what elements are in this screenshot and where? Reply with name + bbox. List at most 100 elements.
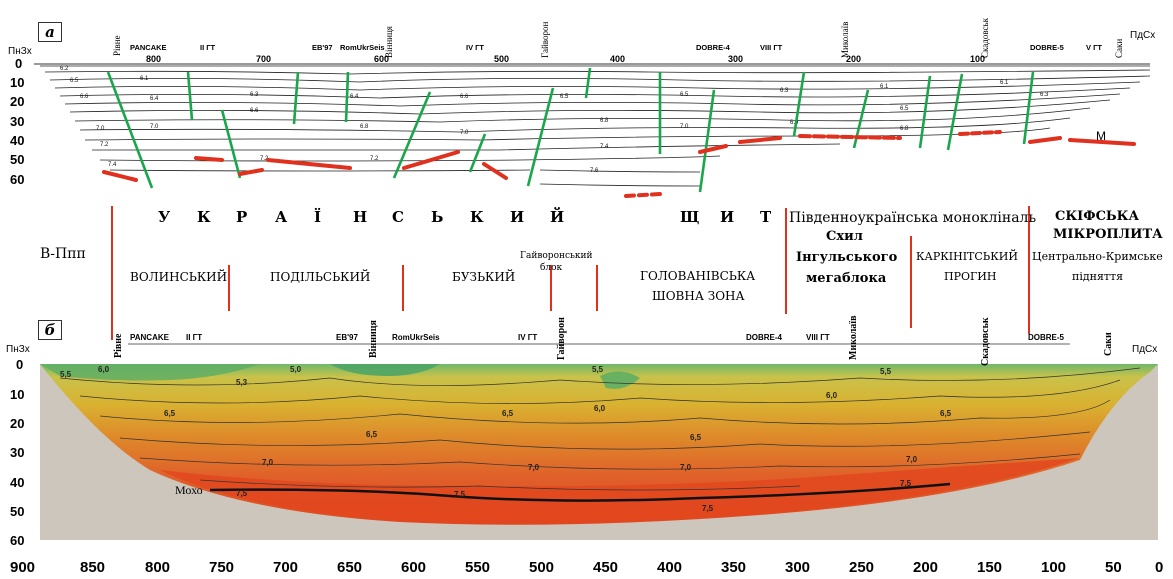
svg-text:500: 500	[529, 559, 554, 576]
svg-text:100: 100	[970, 54, 985, 64]
svg-text:7.4: 7.4	[600, 144, 609, 150]
marker-label: IV ГТ	[466, 43, 484, 52]
panel-a-label: a	[38, 22, 62, 42]
svg-text:900: 900	[10, 559, 35, 576]
marker-label: EB'97	[336, 333, 358, 342]
svg-text:У: У	[158, 208, 170, 226]
marker-label: VIII ГТ	[806, 333, 830, 342]
svg-text:6.8: 6.8	[360, 124, 369, 130]
svg-text:Вінниця: Вінниця	[368, 320, 379, 358]
svg-text:100: 100	[1041, 559, 1066, 576]
svg-text:7,5: 7,5	[900, 479, 912, 488]
holovan-2: ШОВНА ЗОНА	[652, 289, 745, 303]
crimea-1: Центрально-Кримське	[1032, 250, 1163, 263]
marker-label: VIII ГТ	[760, 43, 783, 52]
panel-b-depth-axis: 0 10 20 30 40 50 60	[10, 357, 24, 548]
svg-text:Ь: Ь	[431, 208, 443, 226]
panel-a-towns: Рівне Вінниця Гайворон Миколаїв Скадовсь…	[112, 17, 1124, 58]
svg-text:200: 200	[913, 559, 938, 576]
svg-text:6,5: 6,5	[366, 430, 378, 439]
svg-text:С: С	[392, 208, 404, 226]
region-strip: У К Р А Ї Н С Ь К И Й Щ И Т Південноукра…	[40, 206, 1163, 340]
town-label: Саки	[1114, 39, 1124, 58]
svg-text:800: 800	[146, 54, 161, 64]
marker-label: V ГТ	[1086, 43, 1102, 52]
ingul-3: мегаблока	[806, 271, 887, 286]
svg-text:Т: Т	[760, 208, 772, 226]
panel-a-left-dir: ПнЗх	[8, 46, 32, 57]
marker-label: DOBRE-5	[1030, 43, 1064, 52]
svg-text:7.6: 7.6	[590, 168, 599, 174]
svg-text:7.0: 7.0	[150, 124, 159, 130]
svg-text:5,5: 5,5	[880, 367, 892, 376]
svg-text:20: 20	[10, 416, 24, 431]
haivoron-2: блок	[540, 262, 563, 273]
svg-text:6.5: 6.5	[560, 94, 569, 100]
svg-text:6,5: 6,5	[164, 409, 176, 418]
panel-b-moho-label: Мохо	[175, 483, 203, 497]
volyn: ВОЛИНСЬКИЙ	[130, 268, 227, 284]
marker-label: II ГТ	[186, 333, 202, 342]
svg-text:6,5: 6,5	[502, 409, 514, 418]
svg-text:К: К	[197, 208, 211, 226]
svg-text:Й: Й	[550, 207, 564, 226]
marker-label: PANCAKE	[130, 333, 170, 342]
svg-text:6.3: 6.3	[1040, 92, 1049, 98]
svg-text:60: 60	[10, 533, 24, 548]
svg-text:300: 300	[728, 54, 743, 64]
svg-text:7.2: 7.2	[100, 142, 109, 148]
podil: ПОДІЛЬСЬКИЙ	[270, 268, 370, 284]
depth-tick: 0	[15, 56, 22, 71]
region-dividers	[111, 206, 1030, 340]
depth-tick: 60	[10, 172, 24, 187]
svg-text:6,0: 6,0	[826, 391, 838, 400]
depth-tick: 30	[10, 114, 24, 129]
svg-text:700: 700	[273, 559, 298, 576]
svg-text:550: 550	[465, 559, 490, 576]
panel-a: 0 10 20 30 40 50 60	[8, 17, 1155, 198]
svg-text:7.0: 7.0	[96, 126, 105, 132]
svg-text:6.5: 6.5	[900, 106, 909, 112]
scythian-line1: СКІФСЬКА	[1055, 209, 1139, 224]
depth-tick: 40	[10, 133, 24, 148]
svg-text:850: 850	[80, 559, 105, 576]
haivoron-1: Гайворонський	[520, 251, 593, 261]
svg-text:300: 300	[785, 559, 810, 576]
marker-label: DOBRE-4	[696, 43, 731, 52]
marker-label: DOBRE-5	[1028, 333, 1065, 342]
panel-b-contours	[59, 367, 1141, 491]
marker-label: RomUkrSeis	[340, 43, 385, 52]
panel-b-distance-axis: 900 850 800 750 700 650 600 550 500 450 …	[10, 559, 1163, 576]
svg-text:А: А	[275, 208, 288, 226]
svg-text:Рівне: Рівне	[113, 333, 124, 358]
south-monocline: Південноукраїнська моноклінал​ь	[789, 210, 1036, 226]
svg-text:30: 30	[10, 445, 24, 460]
svg-text:6,5: 6,5	[690, 433, 702, 442]
svg-text:5,5: 5,5	[60, 370, 72, 379]
svg-text:Р: Р	[236, 208, 247, 226]
svg-text:К: К	[470, 208, 484, 226]
town-label: Гайворон	[540, 22, 550, 58]
svg-text:7,0: 7,0	[680, 463, 692, 472]
svg-text:7,0: 7,0	[528, 463, 540, 472]
depth-tick: 10	[10, 75, 24, 90]
svg-text:6.4: 6.4	[150, 96, 159, 102]
depth-tick: 20	[10, 94, 24, 109]
karkinit-1: КАРКІНІТСЬКИЙ	[916, 249, 1018, 263]
svg-text:6.6: 6.6	[80, 94, 89, 100]
svg-text:Щ: Щ	[680, 208, 699, 226]
svg-text:6.9: 6.9	[790, 120, 799, 126]
panel-b-label: б	[38, 320, 62, 340]
holovan-1: ГОЛОВАНІВСЬКА	[640, 269, 755, 283]
svg-text:Саки: Саки	[1103, 332, 1114, 356]
svg-text:7,0: 7,0	[906, 455, 918, 464]
svg-text:50: 50	[1105, 559, 1122, 576]
svg-text:Ї: Ї	[314, 207, 321, 226]
svg-text:5,3: 5,3	[236, 378, 248, 387]
panel-b-markers: PANCAKE II ГТ EB'97 RomUkrSeis IV ГТ DOB…	[130, 333, 1065, 342]
svg-text:750: 750	[209, 559, 234, 576]
svg-text:Скадовськ: Скадовськ	[980, 317, 991, 366]
panel-a-velocity-numbers: 6.26.56.6 7.07.27.4 6.16.47.0 6.36.67.2 …	[60, 66, 1049, 174]
marker-label: RomUkrSeis	[392, 333, 440, 342]
ingul-2: Інгульського	[796, 250, 898, 265]
